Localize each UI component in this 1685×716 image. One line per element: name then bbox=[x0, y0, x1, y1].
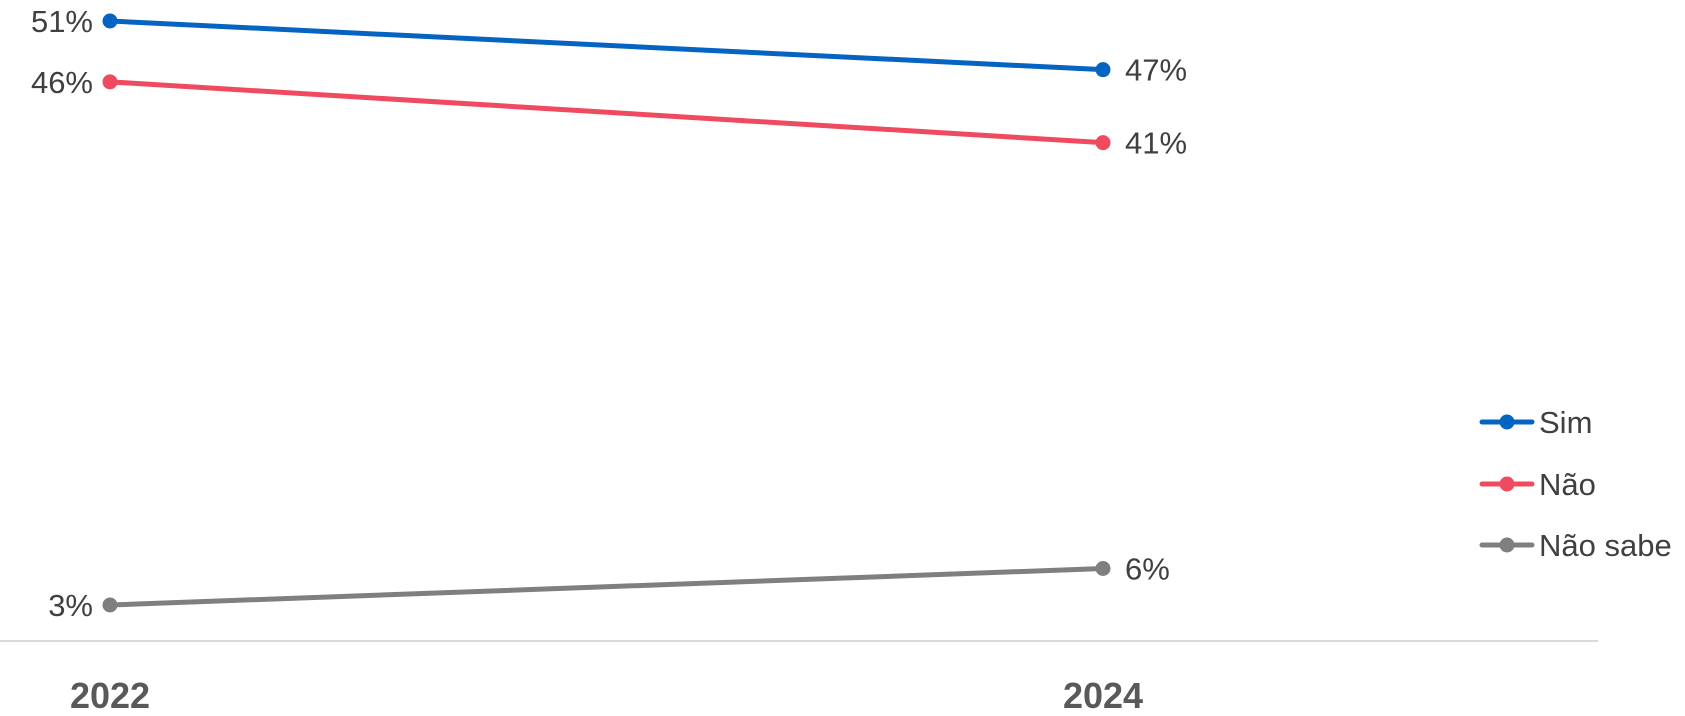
data-point bbox=[102, 597, 118, 613]
legend-item: Sim bbox=[1479, 405, 1592, 440]
data-label: 51% bbox=[31, 4, 93, 39]
series-1: 46% 41% bbox=[31, 65, 1187, 161]
legend-item: Não sabe bbox=[1479, 528, 1672, 563]
series-line bbox=[107, 18, 1106, 73]
data-point bbox=[1095, 62, 1111, 78]
data-label: 6% bbox=[1125, 552, 1170, 587]
legend-swatch-marker bbox=[1499, 414, 1515, 430]
series-line bbox=[107, 79, 1106, 146]
legend-swatch-marker bbox=[1499, 476, 1515, 492]
x-tick-label: 2022 bbox=[70, 675, 150, 716]
legend: Sim Não Não sabe bbox=[1479, 405, 1672, 563]
axis-layer: 2022 2024 bbox=[0, 640, 1598, 716]
legend-label: Não bbox=[1539, 467, 1596, 502]
data-label: 46% bbox=[31, 65, 93, 100]
x-tick-label: 2024 bbox=[1063, 675, 1143, 716]
series-line bbox=[107, 566, 1106, 608]
legend-item: Não bbox=[1479, 467, 1596, 502]
data-point bbox=[102, 13, 118, 29]
series-0: 51% 47% bbox=[31, 4, 1187, 88]
legend-swatch-marker bbox=[1499, 537, 1515, 553]
legend-label: Não sabe bbox=[1539, 528, 1672, 563]
data-label: 41% bbox=[1125, 126, 1187, 161]
legend-label: Sim bbox=[1539, 405, 1592, 440]
data-label: 3% bbox=[48, 588, 93, 623]
data-point bbox=[1095, 561, 1111, 576]
series-2: 3% 6% bbox=[48, 552, 1170, 624]
data-point bbox=[1095, 135, 1111, 151]
data-point bbox=[102, 74, 118, 90]
series-layer: 51% 47% 46% 41% 3% 6% bbox=[31, 4, 1187, 623]
data-label: 47% bbox=[1125, 53, 1187, 88]
